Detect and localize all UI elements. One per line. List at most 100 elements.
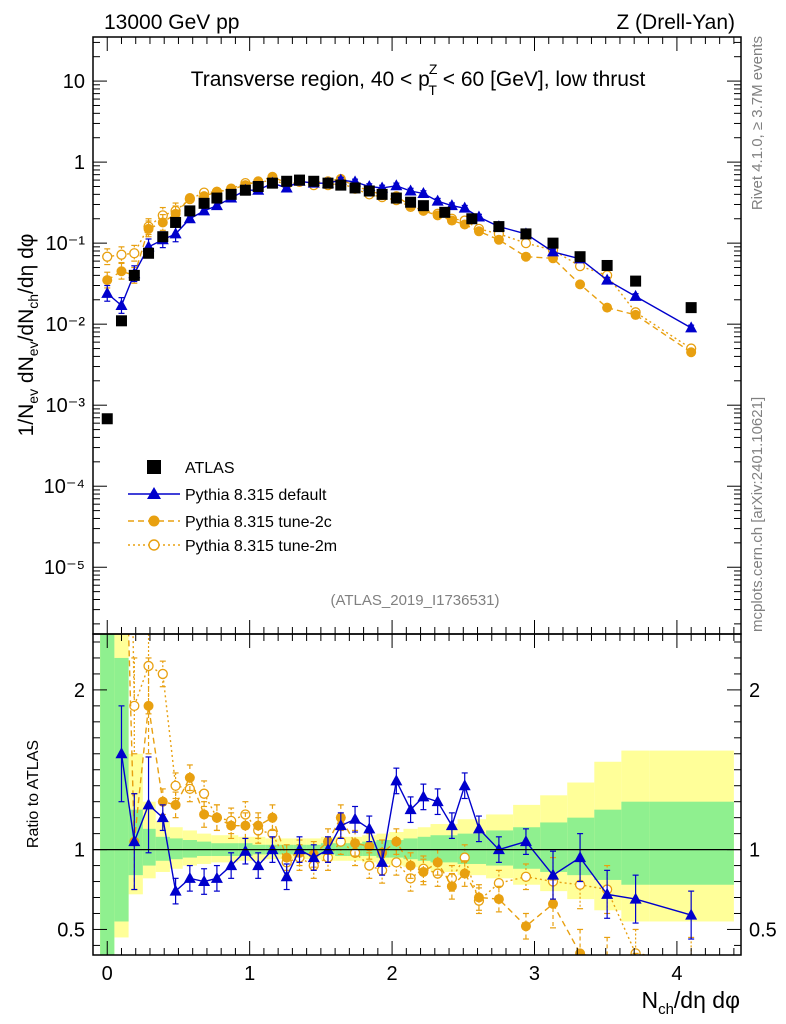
y-tick-label: 10⁻² <box>46 314 86 336</box>
ratio-default-point <box>417 790 430 802</box>
header-left: 13000 GeV pp <box>104 11 239 34</box>
ratio-tune2m-point <box>157 668 168 680</box>
ratio-default-point <box>128 835 141 847</box>
band-green-segment <box>417 836 431 861</box>
atlas-point <box>439 206 451 218</box>
tune2c-point <box>116 266 127 277</box>
band-green-segment <box>567 817 595 876</box>
atlas-point <box>335 179 347 191</box>
ratio-default-point <box>293 843 306 855</box>
ratio-tune2c-point <box>267 812 278 823</box>
tune2c-point <box>473 226 484 237</box>
ratio-tune2c-point <box>199 809 210 820</box>
atlas-point <box>239 184 251 196</box>
default-point <box>210 199 223 211</box>
ratio-uncertainty-bands <box>100 634 734 955</box>
ratio-tune2c-point <box>446 881 457 892</box>
y-tick-label: 10⁻¹ <box>46 233 86 255</box>
tune2c-point <box>446 215 457 226</box>
band-green-segment <box>196 841 212 856</box>
ratio-y-tick-label: 2 <box>74 680 85 702</box>
legend-tune2m-label: Pythia 8.315 tune-2m <box>185 538 337 555</box>
ratio-tune2m-point <box>391 857 402 868</box>
ratio-y-tick-label: 1 <box>74 840 85 862</box>
ratio-default-point <box>169 884 182 896</box>
ratio-y-tick-label-right: 1 <box>749 840 760 862</box>
y-tick-label: 10⁻³ <box>46 395 86 417</box>
atlas-point <box>308 175 320 187</box>
atlas-point <box>685 302 697 314</box>
tune2c-point <box>686 347 697 358</box>
ratio-tune2c-point <box>473 892 484 903</box>
ratio-default-point <box>252 859 265 871</box>
ratio-tune2m-point <box>198 788 210 799</box>
legend-default-label: Pythia 8.315 default <box>185 487 327 504</box>
legend-atlas-marker <box>147 460 161 474</box>
x-tick-label: 2 <box>387 963 398 985</box>
legend: ATLAS Pythia 8.315 default Pythia 8.315 … <box>128 460 337 555</box>
atlas-point <box>184 205 196 217</box>
tune2c-point <box>157 217 168 228</box>
legend-default-marker <box>147 487 161 499</box>
default-point <box>183 212 196 224</box>
default-point <box>601 273 614 285</box>
atlas-point <box>322 177 334 189</box>
rivet-label: Rivet 4.1.0, ≥ 3.7M events <box>749 36 766 210</box>
legend-tune2c-marker <box>148 515 160 527</box>
ratio-default-point <box>601 887 614 899</box>
ratio-default-point <box>685 908 698 920</box>
ratio-tune2c-point <box>391 836 402 847</box>
band-green-segment <box>513 827 541 869</box>
ratio-tune2c-point <box>281 852 292 863</box>
atlas-point <box>198 197 210 209</box>
ratio-tune2c-point <box>432 857 443 868</box>
ratio-default-point <box>210 871 223 883</box>
ratio-y-axis-label: Ratio to ATLAS <box>25 740 42 848</box>
ratio-y-tick-label-right: 2 <box>749 680 760 702</box>
atlas-point <box>363 185 375 197</box>
atlas-point <box>281 175 293 187</box>
default-point <box>547 245 560 257</box>
band-green-segment <box>430 835 458 863</box>
ratio-default-point <box>156 811 169 823</box>
atlas-point <box>157 231 169 243</box>
default-point <box>115 298 128 310</box>
analysis-tag: (ATLAS_2019_I1736531) <box>330 592 499 609</box>
atlas-point <box>115 315 127 327</box>
ratio-default-line <box>120 753 692 916</box>
ratio-tune2m-point <box>129 700 140 712</box>
atlas-point <box>349 182 361 194</box>
ratio-default-point <box>349 812 362 824</box>
ratio-tune2c-point <box>493 894 504 905</box>
atlas-point <box>143 247 155 259</box>
ratio-default-point <box>266 843 279 855</box>
ratio-tune2c-point <box>350 838 361 849</box>
band-green-segment <box>182 840 197 858</box>
x-tick-label: 4 <box>671 963 682 985</box>
band-green-segment <box>142 828 156 866</box>
default-point <box>280 181 293 193</box>
default-point <box>431 194 444 206</box>
ratio-plot-frame <box>92 633 742 956</box>
ratio-default-point <box>142 798 155 810</box>
ratio-default-point <box>115 747 128 759</box>
plot-title: Transverse region, 40 < pZ T < 60 [GeV], … <box>191 61 646 98</box>
tune2c-point <box>630 309 641 320</box>
ratio-default-point <box>390 774 403 786</box>
ratio-tune2m-point <box>170 780 181 791</box>
y-tick-label: 10⁻⁵ <box>44 557 85 579</box>
y-tick-label: 10⁻⁴ <box>44 476 85 498</box>
ratio-default-point <box>225 859 238 871</box>
ratio-default-point <box>198 875 211 887</box>
atlas-point <box>170 216 182 228</box>
tune2c-point <box>102 275 113 286</box>
band-green-segment <box>621 801 650 885</box>
default-point <box>417 186 430 198</box>
tune2c-point <box>602 302 613 313</box>
atlas-point <box>417 200 429 212</box>
atlas-point <box>266 177 278 189</box>
atlas-point <box>225 188 237 200</box>
ratio-default-point <box>363 822 376 834</box>
band-green-segment <box>169 838 183 860</box>
